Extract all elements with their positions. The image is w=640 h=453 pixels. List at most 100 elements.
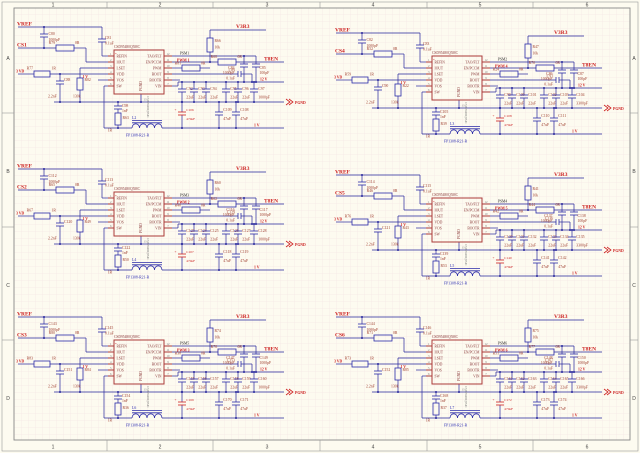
junction-dot (254, 222, 258, 226)
junction-dot (204, 80, 208, 84)
cap-refdes: C106 (186, 108, 194, 112)
cap-value: 470uF (186, 407, 195, 411)
cap-value: 47uF (558, 123, 566, 127)
junction-dot (180, 370, 184, 374)
resistor-value: 1R (370, 215, 375, 219)
junction-dot (510, 228, 514, 232)
resistor-refdes: R42 (493, 209, 499, 213)
junction-dot (434, 106, 438, 110)
resistor-refdes: R74 (215, 329, 221, 333)
resistor-value: 1R (370, 73, 375, 77)
ic-pin-number: 9 (485, 76, 487, 80)
cap-value: 47uF (223, 259, 231, 263)
ic-pin-name: SW (435, 374, 441, 378)
junction-dot (252, 390, 256, 394)
cap-value: 1000pF (541, 361, 553, 365)
cap-value: 1000pF (49, 180, 61, 184)
junction-dot (572, 370, 576, 374)
frame-row-label: B (632, 169, 636, 175)
junction-dot (434, 248, 438, 252)
junction-dot (180, 80, 184, 84)
junction-dot (250, 222, 254, 226)
resistor-body (373, 192, 393, 200)
junction-dot (217, 416, 221, 420)
ic-pin-number: 9 (167, 70, 169, 74)
cap-value: 1nF (122, 109, 128, 113)
junction-dot (78, 242, 82, 246)
net-label-12v: 12 V (260, 367, 268, 371)
ic-pin-number: 13 (144, 98, 148, 102)
ic-pin-name: VOS (117, 368, 124, 372)
ic-pin-number: 2 (110, 348, 112, 352)
resistor-refdes: R50 (123, 258, 129, 262)
junction-dot (236, 222, 240, 226)
resistor-body (33, 70, 51, 78)
ic-pin-number: 1 (110, 52, 112, 56)
junction-dot (217, 242, 221, 246)
junction-dot (526, 66, 530, 70)
junction-dot (208, 202, 212, 206)
inductor-part-number: FP1308-R21-R (444, 424, 468, 428)
junction-dot (498, 228, 502, 232)
ic-pin-number: 6 (428, 88, 430, 92)
resistor-value: 1R (52, 357, 57, 361)
ic-pin-name: LSET (117, 208, 126, 212)
cap-refdes: C125 (210, 229, 218, 233)
cap-value: 1000pF (49, 328, 61, 332)
frame-column-label: 6 (586, 3, 589, 9)
junction-dot (522, 86, 526, 90)
junction-dot (560, 86, 564, 90)
resistor-value: 0R (556, 61, 561, 65)
junction-dot (554, 390, 558, 394)
ic-pin-name: BOOT (152, 362, 163, 366)
resistor-value: 0R (519, 351, 524, 355)
junction-dot (396, 248, 400, 252)
junction-dot (242, 196, 246, 200)
net-label-1v: 1 V (82, 217, 88, 221)
net-label-3vd: 3 VD (16, 212, 25, 216)
resistor-refdes: R62 (211, 197, 217, 201)
resistor-body (217, 348, 237, 356)
junction-dot (254, 370, 258, 374)
cap-refdes: C157 (210, 377, 218, 381)
resistor-refdes: R77 (27, 67, 33, 71)
junction-dot (204, 370, 208, 374)
cap-value: 0.1uF (226, 77, 235, 81)
ic-pin-name: REFIN (117, 196, 128, 200)
junction-dot (224, 390, 228, 394)
cap-value: 1000pF (541, 219, 553, 223)
net-label-v3r3: V3R3 (554, 30, 568, 36)
ic-pin-name: BOOTR (467, 226, 480, 230)
ic-pin-number: 3 (428, 70, 430, 74)
junction-dot (217, 390, 221, 394)
junction-dot (376, 78, 380, 82)
ic-pin-name: EN/PCCM (464, 350, 481, 354)
cap-refdes: C82 (367, 38, 373, 42)
polarity-plus: + (175, 250, 177, 254)
net-label-psm: PSM4 (498, 199, 507, 203)
frame-column-label: 1 (52, 445, 55, 451)
junction-dot (457, 248, 461, 252)
inductor-coil (131, 413, 163, 419)
cap-refdes: C143 (49, 322, 57, 326)
ic-pin-number: 7 (485, 88, 487, 92)
net-label-3vd: 3 VD (334, 360, 343, 364)
cap-refdes: C80 (49, 32, 55, 36)
ic-pin-number: 5 (428, 82, 430, 86)
ic-pin-name: IOUT (117, 60, 126, 64)
junction-dot (542, 390, 546, 394)
junction-dot (180, 390, 184, 394)
ic-pin-number: 10 (167, 64, 171, 68)
ic-pin-number: 4 (110, 70, 112, 74)
net-label-3vd: 3 VD (16, 360, 25, 364)
resistor-refdes: R53 (441, 264, 447, 268)
ic-pin-number: 8 (167, 366, 169, 370)
resistor-refdes: R43 (403, 226, 409, 230)
cap-refdes: C104 (576, 93, 584, 97)
ic-pin-name: VIN (155, 374, 162, 378)
junction-dot (554, 106, 558, 110)
cap-refdes: C89 (229, 69, 235, 73)
cap-value: 22uF (210, 386, 218, 390)
